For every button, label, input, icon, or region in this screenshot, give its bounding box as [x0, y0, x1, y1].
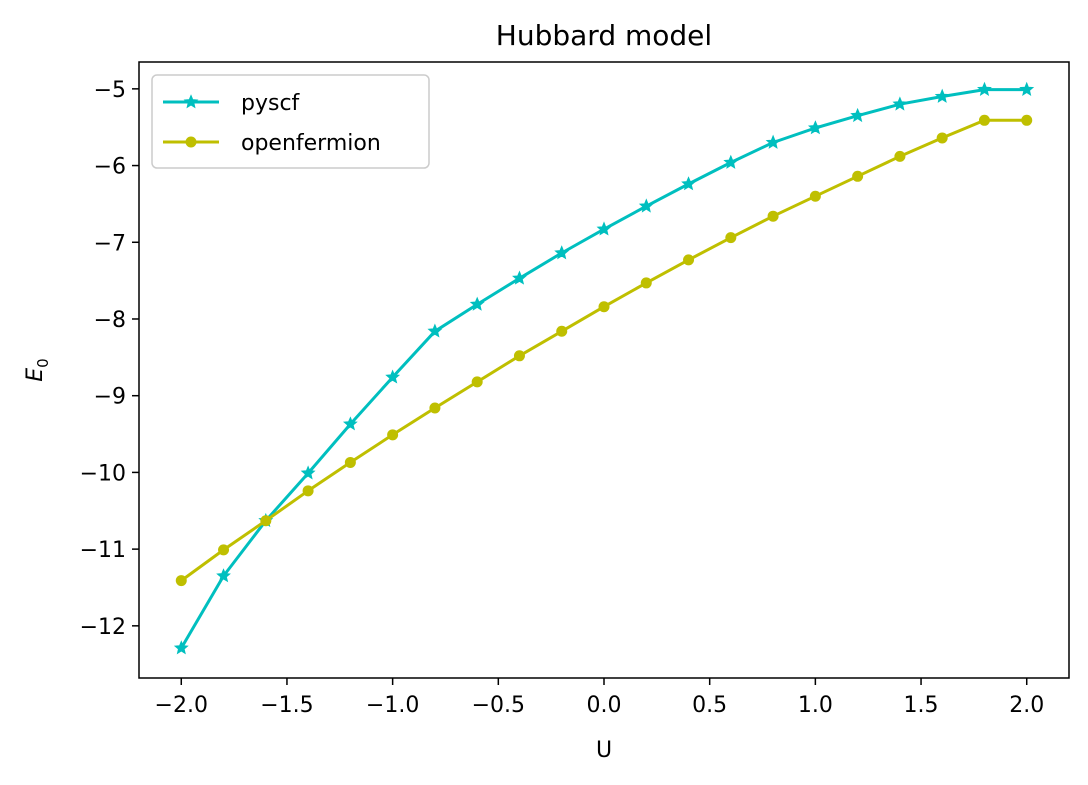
y-tick-label: −7 — [94, 231, 126, 256]
data-point-openfermion — [852, 170, 864, 182]
data-point-pyscf — [807, 120, 823, 135]
data-point-openfermion — [556, 325, 568, 337]
data-point-pyscf — [850, 107, 866, 123]
data-point-pyscf — [977, 81, 992, 96]
legend-frame — [151, 74, 430, 169]
data-point-openfermion — [387, 429, 399, 441]
data-point-openfermion — [725, 232, 737, 244]
data-point-pyscf — [554, 245, 570, 260]
data-point-openfermion — [471, 376, 483, 388]
data-point-pyscf — [342, 416, 358, 431]
data-point-openfermion — [809, 190, 821, 202]
data-point-openfermion — [218, 544, 230, 556]
legend-label: openfermion — [241, 131, 381, 156]
legend-entry-pyscf: pyscf — [163, 91, 301, 116]
data-point-openfermion — [767, 210, 779, 222]
data-point-pyscf — [596, 221, 612, 236]
data-point-pyscf — [638, 198, 654, 213]
y-axis-label-main: E — [23, 368, 48, 382]
series-line-openfermion — [180, 118, 1027, 582]
x-tick-label: −0.5 — [472, 693, 525, 718]
x-tick-label: −1.5 — [260, 693, 313, 718]
y-tick-label: −5 — [94, 78, 126, 103]
x-tick-label: −1.0 — [366, 693, 419, 718]
legend: pyscf openfermion — [151, 74, 430, 169]
data-point-pyscf — [427, 323, 443, 338]
legend-marker — [185, 136, 197, 148]
data-point-pyscf — [512, 270, 527, 285]
data-point-pyscf — [216, 568, 231, 583]
data-point-pyscf — [469, 296, 485, 311]
x-tick-label: 1.0 — [798, 693, 833, 718]
data-point-openfermion — [175, 575, 187, 587]
data-point-pyscf — [934, 88, 950, 103]
y-tick-label: −11 — [80, 538, 126, 563]
data-point-openfermion — [683, 254, 695, 266]
series-line-pyscf — [180, 88, 1027, 649]
data-point-pyscf — [892, 96, 908, 111]
y-tick-label: −12 — [80, 615, 126, 640]
data-point-openfermion — [598, 301, 610, 313]
data-point-pyscf — [765, 134, 781, 149]
data-point-openfermion — [513, 350, 525, 362]
data-point-pyscf — [173, 640, 189, 655]
y-axis: −12 −11 −10 −9 −8 −7 −6 −5 — [80, 78, 139, 640]
y-axis-label: E0 — [23, 358, 52, 381]
y-tick-label: −6 — [94, 155, 126, 180]
x-tick-label: −2.0 — [155, 693, 208, 718]
data-point-openfermion — [936, 132, 948, 144]
data-point-pyscf — [385, 369, 401, 384]
x-axis-label: U — [596, 738, 612, 763]
data-point-openfermion — [302, 485, 314, 497]
y-axis-label-subscript: 0 — [34, 358, 52, 368]
data-point-pyscf — [300, 465, 316, 480]
legend-label: pyscf — [241, 91, 301, 116]
data-point-openfermion — [260, 515, 272, 527]
x-axis: −2.0 −1.5 −1.0 −0.5 0.0 0.5 1.0 1.5 2.0 — [155, 678, 1044, 718]
legend-entry-openfermion: openfermion — [163, 131, 381, 156]
legend-marker — [183, 94, 199, 109]
x-tick-label: 2.0 — [1009, 693, 1044, 718]
data-point-openfermion — [894, 150, 906, 162]
data-point-pyscf — [723, 154, 739, 169]
series-openfermion — [175, 114, 1033, 587]
data-point-openfermion — [1021, 114, 1033, 126]
data-point-openfermion — [978, 114, 990, 126]
y-tick-label: −8 — [94, 308, 126, 333]
y-tick-label: −9 — [94, 385, 126, 410]
plot-area — [173, 81, 1035, 655]
x-tick-label: 0.0 — [587, 693, 622, 718]
chart-title: Hubbard model — [496, 19, 712, 52]
data-point-openfermion — [640, 277, 652, 289]
data-point-openfermion — [344, 456, 356, 468]
data-point-pyscf — [1019, 81, 1035, 96]
data-point-pyscf — [681, 176, 696, 191]
y-tick-label: −10 — [80, 461, 126, 486]
data-point-openfermion — [429, 402, 441, 414]
x-tick-label: 0.5 — [692, 693, 727, 718]
x-tick-label: 1.5 — [904, 693, 939, 718]
